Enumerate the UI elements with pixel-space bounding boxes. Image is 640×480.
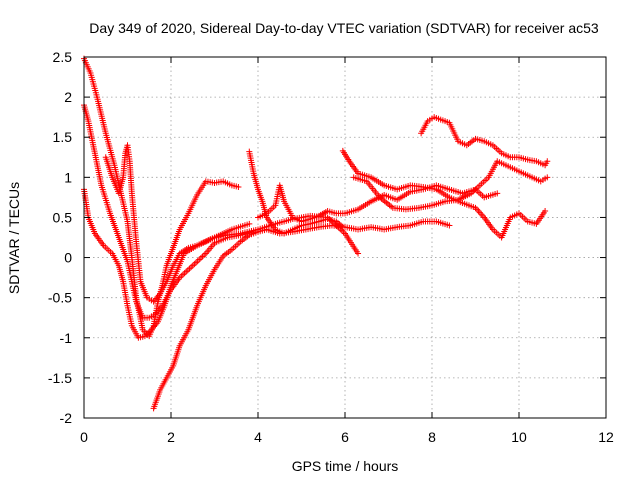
- y-axis-label: SDTVAR / TECUs: [6, 182, 22, 294]
- y-tick-label: 1.5: [53, 129, 73, 145]
- data-point: [494, 190, 501, 197]
- chart-title: Day 349 of 2020, Sidereal Day-to-day VTE…: [89, 20, 599, 36]
- data-point: [246, 220, 253, 227]
- y-tick-label: -0.5: [48, 290, 72, 306]
- data-point: [542, 208, 549, 215]
- series-track-8: [339, 147, 549, 241]
- x-tick-label: 10: [511, 429, 527, 445]
- data-point: [544, 158, 551, 165]
- data-point: [339, 224, 346, 231]
- y-tick-label: -2: [60, 410, 73, 426]
- series-track-9: [350, 158, 551, 213]
- x-tick-label: 4: [254, 429, 262, 445]
- data-point: [235, 183, 242, 190]
- data-point: [544, 174, 551, 181]
- x-tick-label: 0: [80, 429, 88, 445]
- y-tick-label: 2.5: [53, 49, 73, 65]
- x-tick-label: 8: [428, 429, 436, 445]
- data-point: [340, 229, 347, 236]
- y-tick-label: 2: [64, 89, 72, 105]
- x-tick-label: 12: [598, 429, 614, 445]
- x-tick-label: 6: [341, 429, 349, 445]
- y-tick-label: -1: [60, 330, 73, 346]
- data-point: [338, 227, 345, 234]
- series-track-10: [418, 114, 551, 169]
- x-tick-label: 2: [167, 429, 175, 445]
- x-axis-label: GPS time / hours: [292, 458, 399, 474]
- series-track-2: [81, 102, 257, 321]
- data-point: [446, 222, 453, 229]
- tick-labels: 0 2 4 6 8 10 12 -2 -1.5 -1 -0.5 0 0.5 1 1.5 2 2.5: [48, 49, 614, 445]
- data-marks: [81, 55, 551, 412]
- y-tick-label: 1: [64, 169, 72, 185]
- series-track-6: [246, 148, 346, 237]
- data-point: [355, 250, 362, 257]
- y-tick-label: 0.5: [53, 209, 73, 225]
- series-track-4: [102, 142, 362, 305]
- series-track-3: [81, 186, 253, 341]
- y-tick-label: 0: [64, 250, 72, 266]
- axis-ticks: [83, 56, 607, 419]
- y-tick-label: -1.5: [48, 370, 72, 386]
